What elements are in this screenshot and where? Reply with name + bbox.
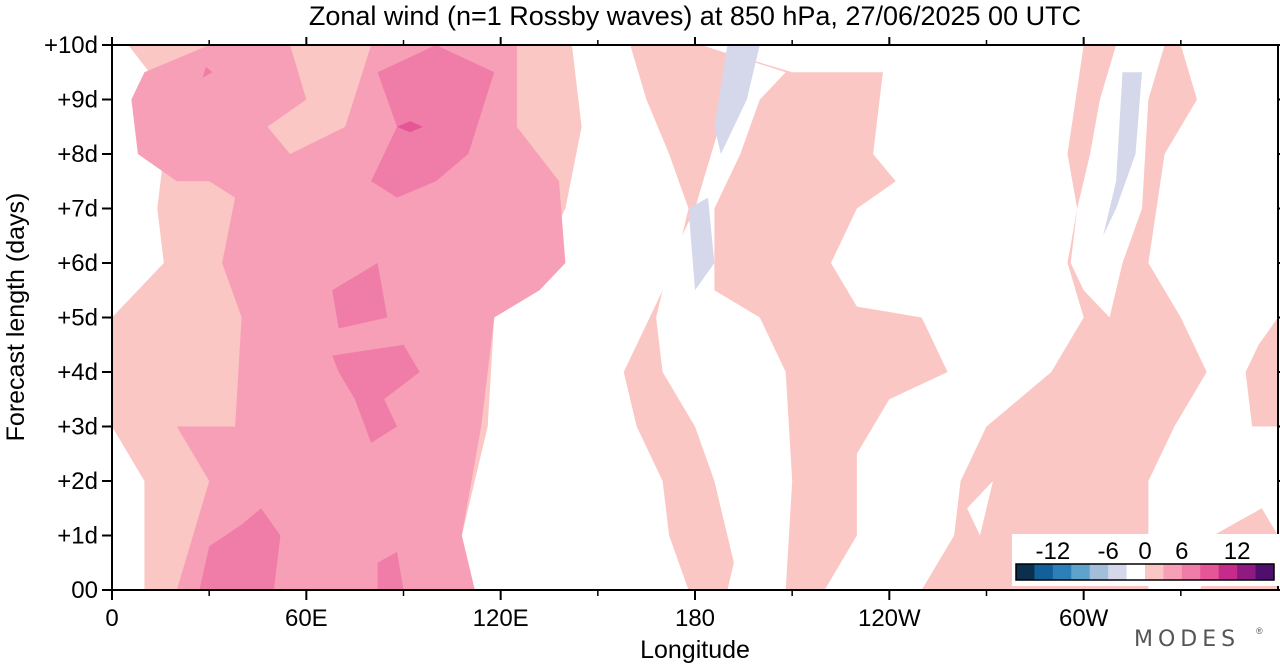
modes-logo: MODES (1134, 627, 1240, 652)
contour-region-18 (1103, 72, 1142, 236)
plot-area (112, 45, 1278, 590)
colorbar-swatch (1052, 564, 1072, 580)
contour-region-3 (371, 45, 495, 198)
contour-region-16 (714, 45, 760, 154)
y-tick-label: +2d (57, 468, 98, 495)
colorbar-swatch (1237, 564, 1257, 580)
contour-layer (112, 45, 1278, 590)
y-tick-label: +1d (57, 523, 98, 550)
colorbar-swatch (1255, 564, 1275, 580)
colorbar-tick-label: 0 (1138, 538, 1151, 565)
colorbar-swatch (1016, 564, 1035, 580)
contour-region-15 (967, 481, 993, 536)
y-tick-label: +3d (57, 414, 98, 441)
x-axis: 0 60E 120E 180 120W 60W (105, 37, 1182, 632)
contour-region-1 (1245, 317, 1278, 427)
y-tick-label: +6d (57, 250, 98, 277)
x-axis-label: Longitude (640, 636, 750, 664)
chart-title: Zonal wind (n=1 Rossby waves) at 850 hPa… (309, 1, 1081, 31)
colorbar-swatch (1089, 564, 1109, 580)
colorbar-frame (1015, 563, 1275, 581)
colorbar-swatch (1218, 564, 1238, 580)
y-tick-label: +4d (57, 359, 98, 386)
x-tick-label: 60E (285, 605, 328, 632)
x-tick-label: 120E (473, 605, 529, 632)
x-tick-label: 0 (105, 605, 118, 632)
colorbar: -12 -6 0 6 12 (1012, 534, 1280, 586)
y-tick-label: +10d (44, 32, 98, 59)
y-tick-label: +9d (57, 87, 98, 114)
colorbar-swatch (1181, 564, 1201, 580)
colorbar-tick-label: 6 (1175, 538, 1188, 565)
y-tick-label: +8d (57, 141, 98, 168)
contour-region-13 (656, 45, 793, 590)
contour-region-8 (202, 66, 213, 78)
contour-region-9 (397, 121, 423, 133)
x-tick-label: 120W (858, 605, 921, 632)
contour-region-7 (377, 551, 404, 590)
colorbar-swatch (1108, 564, 1128, 580)
x-tick-label: 60W (1059, 605, 1109, 632)
contour-region-5 (332, 344, 420, 443)
colorbar-tick-label: 12 (1224, 538, 1251, 565)
contour-region-6 (199, 508, 281, 590)
colorbar-swatch (1163, 564, 1183, 580)
contour-region-4 (332, 263, 388, 329)
y-tick-label: +7d (57, 196, 98, 223)
y-tick-label: 00 (71, 577, 98, 604)
registered-mark: ® (1256, 626, 1263, 636)
x-tick-label: 180 (675, 605, 715, 632)
colorbar-tick-label: -6 (1097, 538, 1118, 565)
contour-region-17 (688, 197, 715, 291)
colorbar-swatch (1200, 564, 1220, 580)
colorbar-swatch (1145, 564, 1164, 580)
y-tick-label: +5d (57, 305, 98, 332)
y-axis-label: Forecast length (days) (2, 193, 30, 442)
colorbar-tick-label: -12 (1036, 538, 1071, 565)
y-axis: 00 +1d +2d +3d +4d +5d +6d +7d +8d +9d +10d (44, 32, 1280, 604)
colorbar-swatch (1126, 564, 1146, 580)
colorbar-swatch (1071, 564, 1091, 580)
colorbar-swatch (1034, 564, 1054, 580)
